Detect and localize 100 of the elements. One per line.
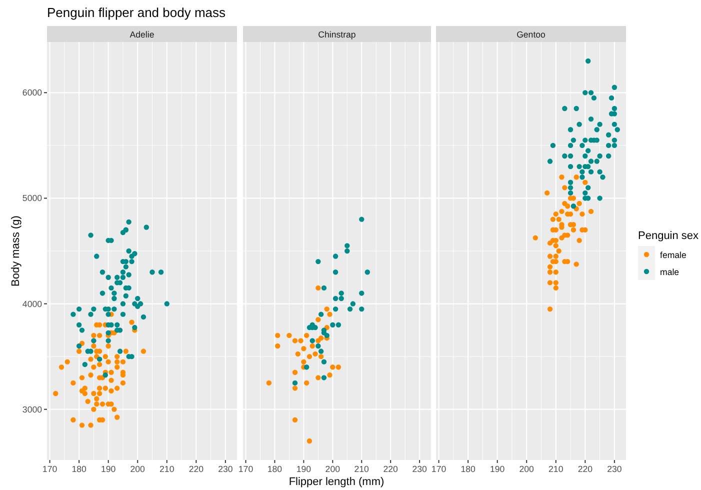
- point: [588, 208, 594, 214]
- point: [608, 95, 614, 101]
- point: [292, 380, 298, 386]
- point: [594, 158, 600, 164]
- point: [588, 158, 594, 164]
- point: [597, 196, 602, 201]
- point: [580, 211, 585, 217]
- x-tick-label: 180: [267, 464, 282, 474]
- x-tick-label: 200: [325, 464, 340, 474]
- x-tick-label: 180: [72, 464, 86, 474]
- point: [316, 338, 321, 344]
- point: [582, 180, 588, 185]
- x-tick-label: 170: [238, 464, 254, 474]
- point: [292, 338, 298, 344]
- point: [553, 280, 558, 286]
- point: [324, 306, 330, 312]
- point: [359, 290, 364, 296]
- point: [547, 306, 553, 312]
- point: [295, 351, 300, 357]
- point: [612, 84, 618, 90]
- point: [550, 142, 556, 148]
- point: [336, 322, 342, 328]
- point: [310, 338, 315, 344]
- point: [612, 122, 618, 127]
- x-tick-label: 220: [578, 464, 593, 474]
- point: [316, 285, 321, 291]
- point: [568, 180, 574, 185]
- x-tick-label: 170: [42, 464, 58, 474]
- point: [580, 169, 585, 174]
- chart-subtitle: Gentoo: [516, 30, 546, 40]
- x-tick-label: 210: [548, 464, 564, 474]
- point: [316, 343, 321, 349]
- point: [292, 386, 298, 391]
- point: [568, 164, 574, 170]
- point: [301, 359, 306, 364]
- legend-title: Penguin sex: [638, 230, 700, 242]
- legend-label: female: [660, 250, 687, 260]
- point: [564, 204, 570, 209]
- point: [612, 138, 618, 143]
- point: [332, 270, 338, 275]
- x-tick-label: 210: [354, 464, 370, 474]
- x-tick-label: 190: [100, 464, 116, 474]
- point: [350, 301, 356, 306]
- point: [547, 264, 553, 270]
- point: [562, 185, 568, 190]
- point: [532, 235, 538, 240]
- point: [580, 174, 585, 180]
- point: [298, 338, 304, 344]
- point: [553, 254, 558, 259]
- point: [582, 153, 588, 159]
- point: [306, 438, 312, 444]
- point: [576, 164, 582, 170]
- point: [332, 296, 338, 302]
- point: [606, 142, 612, 148]
- point: [597, 153, 602, 159]
- point: [559, 208, 564, 214]
- point: [316, 375, 321, 380]
- point: [562, 153, 568, 159]
- point: [597, 122, 602, 127]
- point: [318, 354, 324, 360]
- point: [612, 106, 618, 112]
- x-tick-label: 230: [412, 464, 427, 474]
- point: [338, 290, 344, 296]
- point: [318, 348, 324, 354]
- point: [316, 317, 321, 322]
- point: [556, 248, 562, 254]
- x-tick-label: 210: [160, 464, 174, 474]
- point: [275, 332, 280, 338]
- point: [547, 254, 553, 259]
- point: [553, 270, 558, 275]
- chart-subtitle: Chinstrap: [318, 30, 356, 40]
- point: [570, 227, 576, 232]
- x-tick-label: 200: [130, 464, 146, 474]
- point: [582, 138, 588, 143]
- point: [568, 185, 574, 190]
- x-tick-label: 190: [296, 464, 312, 474]
- point: [292, 370, 298, 375]
- legend-label: male: [660, 267, 680, 277]
- x-tick-label: 220: [188, 464, 204, 474]
- point: [301, 346, 306, 352]
- y-axis-title: Body mass (g): [10, 216, 22, 286]
- point: [318, 312, 324, 317]
- point: [338, 296, 344, 302]
- point: [275, 343, 280, 349]
- point: [568, 190, 574, 196]
- point: [330, 364, 336, 370]
- y-tick-label: 6000: [22, 88, 42, 98]
- point: [547, 270, 553, 275]
- point: [588, 90, 594, 96]
- x-tick-label: 230: [218, 464, 233, 474]
- point: [588, 169, 594, 174]
- point: [344, 243, 350, 248]
- point: [612, 142, 618, 148]
- point: [582, 90, 588, 96]
- point: [568, 153, 574, 159]
- point: [266, 380, 272, 386]
- point: [332, 254, 338, 259]
- point: [364, 270, 370, 275]
- point: [574, 174, 579, 180]
- point: [559, 174, 564, 180]
